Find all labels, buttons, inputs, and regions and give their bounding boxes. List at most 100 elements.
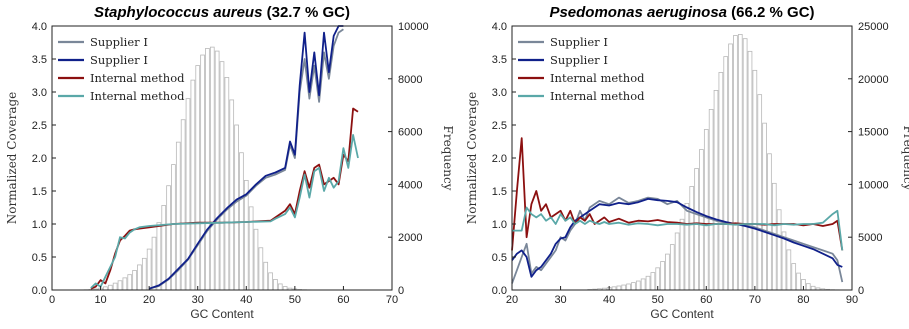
histogram-bar [771,182,777,291]
histogram-bar [776,209,782,291]
x-tick-label: 50 [289,294,301,306]
histogram-bar [650,272,656,291]
y-tick-label: 3.5 [32,54,47,66]
series-line-2 [511,198,843,278]
histogram-bar [209,46,215,291]
legend-label: Supplier I [550,53,608,67]
histogram-bar [713,90,719,291]
y-axis-label: Normalized Coverage [5,92,19,225]
y2-axis-label: Frequency [441,126,455,191]
histogram [78,46,361,291]
histogram-bar [669,244,675,291]
histogram-bar [742,38,748,291]
y-tick-label: 4.0 [492,21,507,33]
legend-label: Supplier I [550,35,608,49]
histogram-bar [151,236,157,291]
histogram-bar [141,257,147,291]
histogram-bar [694,168,699,291]
histogram-bar [132,270,137,291]
y2-tick-label: 10000 [398,21,429,33]
histogram-bar [156,222,162,291]
histogram-bar [282,286,288,291]
x-tick-label: 70 [749,294,761,306]
chart-title: Psedomonas aeruginosa (66.2 % GC) [549,4,814,21]
histogram-bar [767,153,772,291]
histogram-bar [728,43,733,291]
y2-tick-label: 5000 [858,232,882,244]
y-tick-label: 2.5 [32,120,47,132]
histogram-bar [234,124,239,291]
histogram-bar [616,285,622,291]
histogram-bar [791,263,797,291]
x-tick-label: 60 [700,294,712,306]
histogram-bar [781,231,787,291]
x-tick-label: 30 [554,294,566,306]
series-line-3 [90,107,359,290]
y2-tick-label: 10000 [858,179,889,191]
y2-tick-label: 25000 [858,21,889,33]
histogram-bar [263,261,269,291]
histogram-bar [200,54,205,291]
chart-title-species: Staphylococcus aureus [94,4,262,21]
x-tick-label: 90 [846,294,858,306]
x-tick-label: 10 [94,294,106,306]
histogram-bar [635,280,641,291]
series-line-1 [511,196,844,284]
series-line-4 [512,206,844,251]
legend: Supplier I Supplier I Internal method Inter… [518,35,645,103]
legend: Supplier I Supplier I Internal method Inter… [58,35,185,103]
series-line-4 [90,134,359,289]
y-tick-label: 3.0 [492,87,507,99]
chart-title-gc: (66.2 % GC) [727,4,815,21]
y2-tick-label: 8000 [398,74,422,86]
y2-tick-label: 0 [398,285,404,297]
histogram-bar [190,79,196,291]
y2-tick-label: 6000 [398,127,422,139]
histogram-bar [640,278,646,291]
y-tick-label: 0.5 [492,252,507,264]
histogram-bar [723,56,729,291]
histogram-bar [277,283,283,291]
histogram-bar [665,253,670,291]
histogram-bar [626,283,631,291]
y2-tick-label: 2000 [398,232,422,244]
chart-panel-2: Psedomonas aeruginosa (66.2 % GC) 20 30 40 5… [465,4,909,321]
histogram-bar [229,99,235,291]
histogram-bar [219,61,225,291]
histogram-bar [660,261,665,291]
x-tick-label: 60 [337,294,349,306]
histogram-bar [258,247,264,291]
histogram-bar [137,264,142,291]
histogram-bar [689,186,695,291]
legend-label: Supplier I [90,53,148,67]
x-axis-label: GC Content [190,307,254,321]
histogram-bar [674,232,680,291]
histogram-bar [786,249,792,291]
histogram-bar [708,109,714,291]
histogram-bar [699,149,704,291]
series-line-2 [148,25,344,290]
y-tick-label: 3.0 [32,87,47,99]
y-tick-label: 1.5 [492,186,507,198]
histogram-bar [684,203,690,291]
histogram-bar [747,50,753,291]
histogram-bar [733,35,738,291]
x-tick-label: 0 [49,294,55,306]
y-tick-label: 0.5 [32,252,47,264]
histogram-bar [752,69,758,291]
histogram-bar [268,272,273,291]
x-tick-label: 70 [386,294,398,306]
x-tick-label: 80 [797,294,809,306]
histogram-bar [107,284,113,291]
y-tick-label: 1.0 [492,219,507,231]
x-tick-label: 20 [506,294,518,306]
histogram-bar [171,164,176,291]
y-tick-label: 3.5 [492,54,507,66]
x-tick-label: 20 [143,294,155,306]
legend-label: Internal method [90,71,185,85]
y-axis-label: Normalized Coverage [465,92,479,225]
legend-label: Internal method [550,89,645,103]
histogram-bar [805,283,811,291]
legend-label: Internal method [550,71,645,85]
histogram-bar [631,282,636,291]
